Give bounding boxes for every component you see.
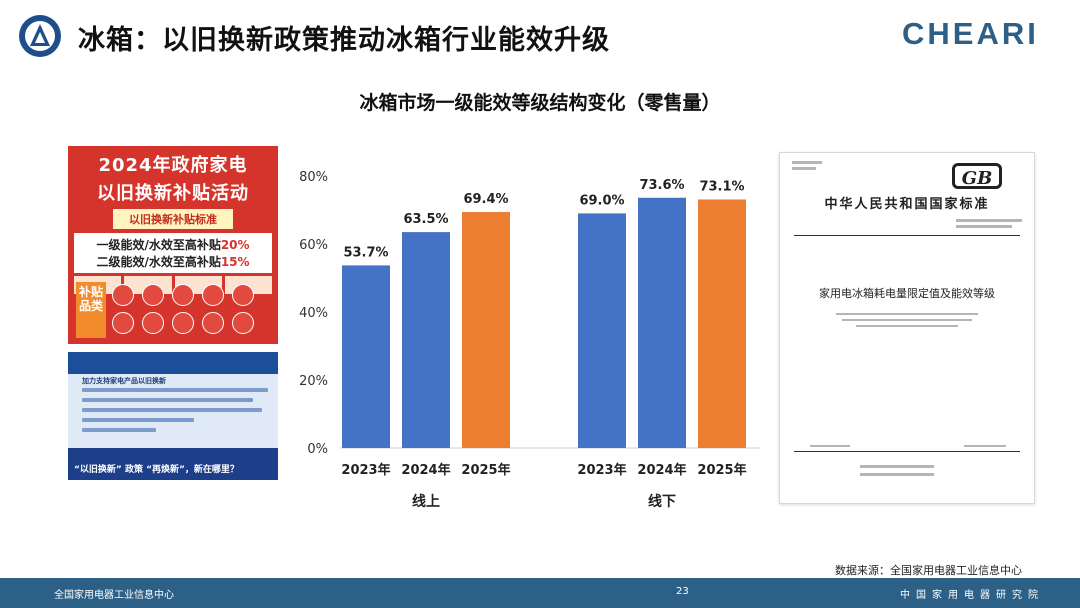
chart-title: 冰箱市场一级能效等级结构变化（零售量）	[359, 92, 721, 114]
appliance-icon	[142, 312, 164, 334]
subsidy-poster: 2024年政府家电 以旧换新补贴活动 以旧换新补贴标准 一级能效/水效至高补贴2…	[68, 146, 278, 344]
bar	[638, 197, 686, 448]
bar-value-label: 69.4%	[463, 192, 508, 207]
poster-tag: 以旧换新补贴标准	[113, 209, 233, 229]
gb-document-name: 家用电冰箱耗电量限定值及能效等级	[819, 287, 995, 300]
bar	[578, 213, 626, 448]
appliance-icon	[112, 284, 134, 306]
bar-value-label: 53.7%	[343, 245, 388, 260]
poster-category-label: 补贴品类	[76, 282, 106, 338]
gb-standard-header: 中华人民共和国国家标准	[824, 197, 990, 212]
news-ticker-text: “以旧换新” 政策 “再焕新”，新在哪里？	[74, 465, 239, 475]
bar	[402, 232, 450, 448]
poster-subsidy-card: 一级能效/水效至高补贴20% 二级能效/水效至高补贴15%	[74, 233, 272, 273]
appliance-icon	[232, 312, 254, 334]
appliance-icon	[202, 284, 224, 306]
data-source: 数据来源：全国家用电器工业信息中心	[835, 564, 1022, 577]
poster-line-1: 2024年政府家电	[98, 155, 248, 176]
gb-logo: GB	[952, 163, 1002, 189]
news-subhead: 加力支持家电产品以旧换新	[82, 377, 166, 385]
footer-left-org: 全国家用电器工业信息中心	[54, 590, 174, 601]
x-category-label: 2024年	[637, 462, 686, 478]
x-category-label: 2023年	[341, 462, 390, 478]
bar-value-label: 63.5%	[403, 212, 448, 227]
appliance-icon	[232, 284, 254, 306]
group-label: 线下	[648, 493, 676, 510]
bar-chart: 0% 20% 40% 60% 80% 53.7% 2023年 63.5% 2024年 69.4% 2…	[299, 170, 760, 510]
brand-logo: CHEARI	[902, 16, 1039, 51]
bar-value-label: 73.1%	[699, 179, 744, 194]
y-tick-label: 20%	[299, 374, 328, 389]
page-number: 23	[676, 586, 689, 597]
poster-row-2: 二级能效/水效至高补贴15%	[96, 255, 250, 269]
x-category-label: 2025年	[461, 462, 510, 478]
news-body-text	[82, 388, 268, 438]
slide-title: 冰箱：以旧换新政策推动冰箱行业能效升级	[78, 25, 610, 56]
appliance-icon	[112, 312, 134, 334]
gb-standard-document: GB 中华人民共和国国家标准 家用电冰箱耗电量限定值及能效等级	[779, 152, 1035, 504]
x-category-label: 2024年	[401, 462, 450, 478]
y-tick-label: 40%	[299, 306, 328, 321]
footer-bar: 全国家用电器工业信息中心 23 中国家用电器研究院	[0, 578, 1080, 608]
y-tick-label: 60%	[299, 238, 328, 253]
y-tick-label: 0%	[307, 442, 328, 457]
y-tick-label: 80%	[299, 170, 328, 185]
bar-value-label: 73.6%	[639, 178, 684, 193]
bar	[698, 199, 746, 448]
appliance-icon	[172, 284, 194, 306]
appliance-icon	[202, 312, 224, 334]
x-category-label: 2025年	[697, 462, 746, 478]
poster-line-2: 以旧换新补贴活动	[97, 183, 249, 204]
institute-logo	[19, 15, 61, 57]
bar	[342, 265, 390, 448]
appliance-icons	[112, 284, 254, 334]
news-ticker: “以旧换新” 政策 “再焕新”，新在哪里？	[68, 448, 278, 480]
footer-right-org: 中国家用电器研究院	[900, 590, 1044, 601]
appliance-icon	[142, 284, 164, 306]
bar	[462, 212, 510, 448]
group-label: 线上	[412, 493, 440, 510]
poster-row-1: 一级能效/水效至高补贴20%	[96, 238, 250, 252]
x-category-label: 2023年	[577, 462, 626, 478]
bar-value-label: 69.0%	[579, 193, 624, 208]
news-header-bar	[68, 352, 278, 374]
news-screenshot: 加力支持家电产品以旧换新 “以旧换新” 政策 “再焕新”，新在哪里？	[68, 352, 278, 480]
appliance-icon	[172, 312, 194, 334]
